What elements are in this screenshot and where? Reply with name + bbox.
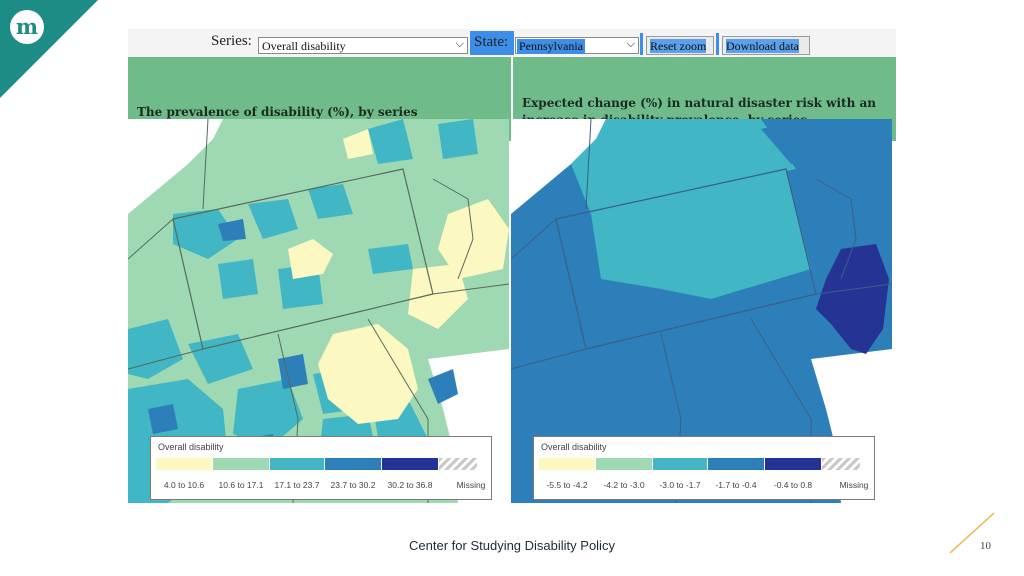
download-data-button[interactable]: Download data xyxy=(722,36,810,55)
legend-label: -4.2 to -3.0 xyxy=(603,480,645,490)
legend-swatch xyxy=(156,458,212,470)
series-select[interactable]: Overall disability ⌵ xyxy=(258,37,468,54)
reset-zoom-button[interactable]: Reset zoom xyxy=(646,36,714,55)
m-logo-icon: m xyxy=(10,10,44,44)
legend-swatch-missing xyxy=(439,458,477,470)
legend-label: 17.1 to 23.7 xyxy=(274,480,320,490)
page-number: 10 xyxy=(980,540,991,552)
legend-swatch xyxy=(270,458,324,470)
series-label: Series: xyxy=(211,33,252,49)
toolbar-divider xyxy=(640,33,643,55)
legend-label: -0.4 to 0.8 xyxy=(773,480,813,490)
right-map[interactable]: Overall disability -5.5 to -4.2 -4.2 to … xyxy=(511,119,892,503)
legend-label: Missing xyxy=(839,480,869,490)
legend-swatch xyxy=(708,458,764,470)
toolbar: Series: Overall disability ⌵ State: Penn… xyxy=(128,29,896,56)
legend-label: -1.7 to -0.4 xyxy=(715,480,757,490)
footer-org: Center for Studying Disability Policy xyxy=(409,538,615,553)
reset-zoom-label: Reset zoom xyxy=(650,39,707,53)
legend-swatch xyxy=(653,458,707,470)
legend-swatch xyxy=(382,458,438,470)
legend-swatch xyxy=(325,458,381,470)
right-panel-title-line1: Expected change (%) in natural disaster … xyxy=(522,96,876,110)
download-data-label: Download data xyxy=(726,39,799,53)
legend-label: -5.5 to -4.2 xyxy=(546,480,588,490)
chevron-down-icon: ⌵ xyxy=(626,38,635,50)
state-select[interactable]: Pennsylvania ⌵ xyxy=(515,37,639,54)
chevron-down-icon: ⌵ xyxy=(455,38,464,50)
accent-line-icon xyxy=(949,512,995,554)
map-app: Series: Overall disability ⌵ State: Penn… xyxy=(128,29,896,503)
series-select-value: Overall disability xyxy=(262,39,346,53)
legend-label: 10.6 to 17.1 xyxy=(218,480,264,490)
left-legend-title: Overall disability xyxy=(158,442,224,452)
legend-label: 30.2 to 36.8 xyxy=(387,480,433,490)
state-select-value: Pennsylvania xyxy=(517,39,585,54)
legend-swatch-missing xyxy=(822,458,860,470)
right-legend: Overall disability -5.5 to -4.2 -4.2 to … xyxy=(533,436,875,500)
legend-label: 23.7 to 30.2 xyxy=(330,480,376,490)
legend-label: -3.0 to -1.7 xyxy=(659,480,701,490)
legend-label: 4.0 to 10.6 xyxy=(163,480,205,490)
left-map[interactable]: Overall disability 4.0 to 10.6 10.6 to 1… xyxy=(128,119,509,503)
toolbar-divider xyxy=(716,33,719,55)
legend-swatch xyxy=(213,458,269,470)
legend-label: Missing xyxy=(456,480,486,490)
left-legend: Overall disability 4.0 to 10.6 10.6 to 1… xyxy=(150,436,492,500)
legend-swatch xyxy=(596,458,652,470)
right-legend-title: Overall disability xyxy=(541,442,607,452)
state-label: State: xyxy=(474,34,509,50)
left-panel-title-text: The prevalence of disability (%), by ser… xyxy=(137,105,418,119)
legend-swatch xyxy=(539,458,595,470)
state-label-box: State: xyxy=(470,31,514,55)
legend-swatch xyxy=(765,458,821,470)
